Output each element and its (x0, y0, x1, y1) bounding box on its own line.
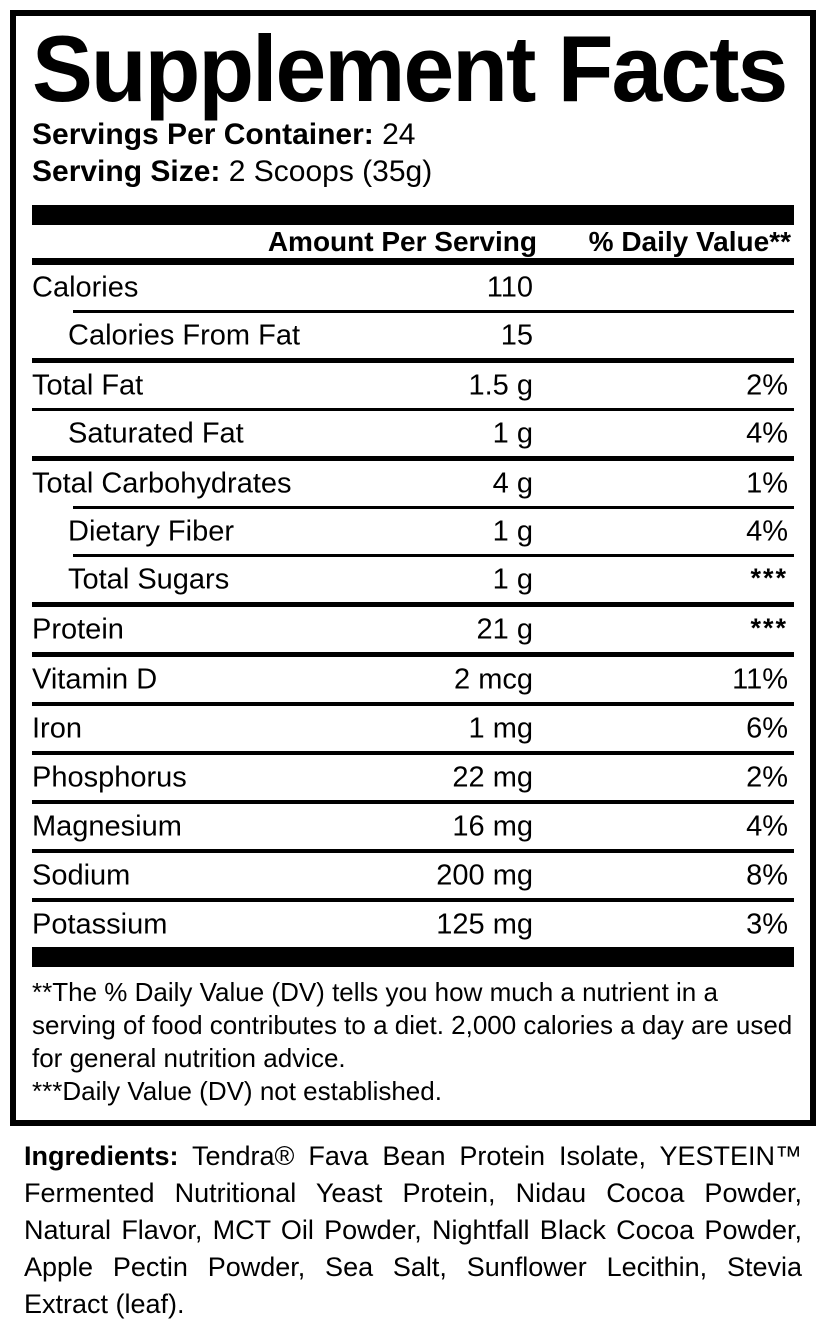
nutrient-name: Total Carbohydrates (32, 467, 292, 499)
nutrient-amount: 125 mg (436, 908, 533, 940)
table-row: Iron 1 mg 6% (32, 706, 794, 751)
nutrient-daily-value: 2% (746, 761, 788, 793)
nutrient-daily-value: 6% (746, 712, 788, 744)
nutrient-amount: 15 (500, 319, 533, 351)
table-row: Magnesium 16 mg 4% (32, 804, 794, 849)
table-row: Saturated Fat 1 g 4% (32, 411, 794, 456)
row-separator (73, 506, 794, 509)
nutrient-daily-value: *** (750, 563, 788, 593)
nutrient-amount: 1 mg (468, 712, 533, 744)
nutrient-daily-value: 4% (746, 515, 788, 547)
supplement-facts-panel: Supplement Facts Servings Per Container:… (10, 10, 816, 1126)
nutrient-daily-value: 4% (746, 810, 788, 842)
ingredients-label: Ingredients: (24, 1141, 179, 1171)
nutrient-name: Magnesium (32, 810, 182, 842)
daily-value-footnote: **The % Daily Value (DV) tells you how m… (32, 977, 793, 1073)
nutrient-daily-value: 4% (746, 417, 788, 449)
table-row: Sodium 200 mg 8% (32, 853, 794, 898)
serving-size-line: Serving Size: 2 Scoops (35g) (32, 153, 794, 190)
nutrient-daily-value: 2% (746, 369, 788, 401)
table-row: Dietary Fiber 1 g 4% (32, 509, 794, 554)
footnotes-section: **The % Daily Value (DV) tells you how m… (32, 967, 794, 1120)
thick-divider-bottom (32, 947, 794, 967)
nutrient-amount: 1.5 g (468, 369, 534, 401)
table-row: Calories 110 (32, 265, 794, 310)
nutrient-name: Calories From Fat (68, 319, 301, 351)
nutrient-amount: 1 g (492, 563, 533, 595)
row-separator (32, 849, 794, 853)
nutrient-amount: 1 g (492, 417, 533, 449)
table-row: Potassium 125 mg 3% (32, 902, 794, 947)
row-separator (32, 456, 794, 461)
nutrient-amount: 2 mcg (454, 663, 533, 695)
table-row: Vitamin D 2 mcg 11% (32, 657, 794, 702)
daily-value-header: % Daily Value** (588, 225, 791, 257)
nutrient-name: Calories (32, 271, 139, 303)
row-separator (32, 751, 794, 755)
table-row: Calories From Fat 15 (32, 313, 794, 358)
table-row: Total Carbohydrates 4 g 1% (32, 461, 794, 506)
servings-per-container-value: 24 (382, 118, 416, 151)
nutrient-name: Phosphorus (32, 761, 187, 793)
row-separator (32, 652, 794, 657)
ingredients-paragraph: Ingredients: Tendra® Fava Bean Protein I… (10, 1126, 816, 1323)
table-header-row: Amount Per Serving % Daily Value** (32, 225, 794, 265)
serving-size-label: Serving Size: (32, 155, 221, 188)
nutrient-name: Dietary Fiber (68, 515, 234, 547)
nutrient-amount: 21 g (476, 613, 533, 645)
not-established-footnote: ***Daily Value (DV) not established. (32, 1076, 442, 1106)
nutrient-amount: 22 mg (452, 761, 533, 793)
row-separator (32, 898, 794, 902)
nutrient-name: Protein (32, 613, 124, 645)
nutrient-amount: 110 (486, 271, 533, 303)
thick-divider-top (32, 205, 794, 225)
table-row: Phosphorus 22 mg 2% (32, 755, 794, 800)
serving-size-value: 2 Scoops (35g) (228, 155, 433, 188)
row-separator (32, 408, 794, 411)
nutrient-name: Total Sugars (68, 563, 230, 595)
nutrient-name: Vitamin D (32, 663, 158, 695)
nutrient-name: Potassium (32, 908, 168, 940)
facts-table-body: Calories 110 Calories From Fat 15 Total Fat 1… (32, 265, 794, 947)
amount-per-serving-header: Amount Per Serving (267, 225, 537, 257)
nutrient-amount: 200 mg (436, 859, 533, 891)
nutrient-name: Saturated Fat (68, 417, 244, 449)
nutrient-name: Iron (32, 712, 82, 744)
table-row: Protein 21 g *** (32, 607, 794, 652)
row-separator (32, 358, 794, 363)
servings-per-container-line: Servings Per Container: 24 (32, 116, 794, 153)
nutrient-amount: 1 g (492, 515, 533, 547)
nutrient-daily-value: 8% (746, 859, 788, 891)
row-separator (73, 554, 794, 557)
row-separator (32, 800, 794, 804)
nutrient-amount: 16 mg (452, 810, 533, 842)
table-row: Total Sugars 1 g *** (32, 557, 794, 602)
nutrient-name: Sodium (32, 859, 131, 891)
servings-per-container-label: Servings Per Container: (32, 118, 374, 151)
nutrient-daily-value: *** (750, 613, 788, 643)
row-separator (73, 310, 794, 313)
supplement-facts-title: Supplement Facts (32, 16, 788, 121)
row-separator (32, 702, 794, 706)
nutrient-daily-value: 1% (746, 467, 788, 499)
table-row: Total Fat 1.5 g 2% (32, 363, 794, 408)
row-separator (32, 602, 794, 607)
nutrient-daily-value: 3% (746, 908, 788, 940)
nutrient-daily-value: 11% (732, 663, 788, 695)
nutrient-name: Total Fat (32, 369, 144, 401)
nutrient-amount: 4 g (492, 467, 533, 499)
